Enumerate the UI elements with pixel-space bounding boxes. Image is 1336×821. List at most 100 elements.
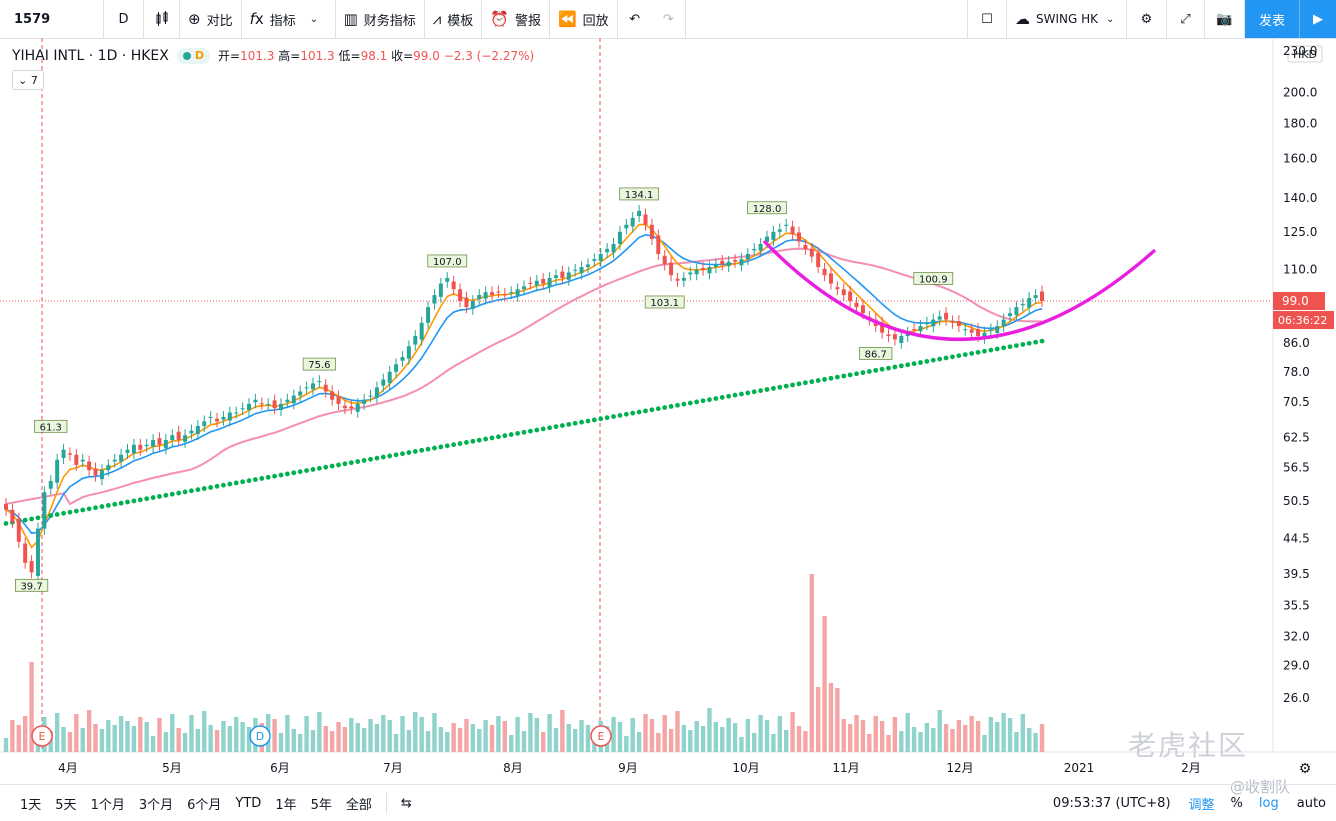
ma-long-dot xyxy=(355,459,361,464)
templates-button[interactable]: ⩘ 模板 xyxy=(425,0,483,38)
layout-menu[interactable]: ☁ SWING HK ⌄ xyxy=(1007,0,1127,38)
volume-bar xyxy=(86,710,92,752)
redo-icon[interactable]: ↷ xyxy=(652,0,686,38)
volume-bar xyxy=(189,715,194,752)
ma-long-dot xyxy=(918,360,923,365)
range-3m[interactable]: 3个月 xyxy=(138,797,174,813)
camera-icon[interactable]: 📷 xyxy=(1205,0,1245,38)
y-tick-label: 180.0 xyxy=(1283,117,1317,131)
candle-body xyxy=(522,286,526,290)
price-annotation-label: 107.0 xyxy=(433,257,462,268)
candlestick-icon[interactable] xyxy=(144,0,180,38)
percent-toggle[interactable]: % xyxy=(1230,795,1243,811)
volume-bar xyxy=(361,728,367,752)
compare-button[interactable]: ⊕ 对比 xyxy=(180,0,242,38)
candle-body xyxy=(931,319,936,327)
date-range-icon[interactable]: ⇆ xyxy=(400,795,412,811)
range-1d[interactable]: 1天 xyxy=(20,797,42,813)
range-1y[interactable]: 1年 xyxy=(275,797,297,813)
indicator-collapse-button[interactable]: ⌄ 7 xyxy=(12,70,44,90)
ma-long-dot xyxy=(879,366,885,372)
event-marker xyxy=(31,725,53,747)
ma-long-dot xyxy=(617,413,623,418)
volume-bar xyxy=(317,712,322,752)
volume-bar xyxy=(815,687,821,752)
clock-time[interactable]: 09:53:37 (UTC+8) xyxy=(1052,795,1171,811)
ma-long-dot xyxy=(521,429,527,435)
volume-bar xyxy=(515,717,520,752)
candle-body xyxy=(713,264,718,268)
volume-bar xyxy=(16,725,21,752)
volume-bar xyxy=(22,716,28,752)
candle-body xyxy=(4,503,8,510)
volume-bar xyxy=(240,722,245,752)
adjust-toggle[interactable]: 调整 xyxy=(1188,797,1215,813)
ma-long-dot xyxy=(636,409,642,415)
candle-body xyxy=(42,492,47,529)
volume-bar xyxy=(208,725,213,752)
fullscreen-square-icon[interactable]: ☐ xyxy=(966,0,1007,38)
volume-bar xyxy=(112,725,117,752)
volume-bar xyxy=(975,721,981,752)
range-ytd[interactable]: YTD xyxy=(235,795,262,811)
candle-body xyxy=(937,316,942,320)
volume-bar xyxy=(336,722,341,752)
range-6m[interactable]: 6个月 xyxy=(187,797,222,813)
ma-long-dot xyxy=(22,517,28,523)
gear-icon[interactable]: ⚙ xyxy=(1127,0,1167,38)
volume-bar xyxy=(988,717,994,752)
volume-bar xyxy=(93,724,98,752)
ma-long-dot xyxy=(841,373,847,379)
volume-bar xyxy=(521,731,527,752)
log-toggle[interactable]: log xyxy=(1258,795,1279,811)
volume-bar xyxy=(329,731,335,752)
volume-bar xyxy=(374,724,380,752)
volume-bar xyxy=(675,711,680,752)
y-tick-label: 39.5 xyxy=(1283,567,1310,581)
volume-bar xyxy=(854,715,859,752)
close-value: 99.0 xyxy=(413,49,440,63)
change-value: −2.3 (−2.27%) xyxy=(443,49,535,63)
alert-button[interactable]: ⏰ 警报 xyxy=(482,0,550,38)
volume-bar xyxy=(496,716,501,752)
volume-bar xyxy=(899,731,904,752)
ma-long-dot xyxy=(464,440,469,445)
volume-bar xyxy=(777,716,783,752)
range-5y[interactable]: 5年 xyxy=(310,797,332,813)
volume-bar xyxy=(227,726,233,752)
volume-bar xyxy=(451,723,456,752)
publish-button[interactable]: 发表 xyxy=(1244,0,1299,38)
candle-body xyxy=(918,326,923,332)
candle-body xyxy=(240,408,245,410)
range-all[interactable]: 全部 xyxy=(345,797,372,813)
alert-label: 警报 xyxy=(514,13,541,29)
candle-body xyxy=(477,295,482,300)
candle-body xyxy=(330,391,335,400)
range-1m[interactable]: 1个月 xyxy=(90,797,125,813)
indicators-button[interactable]: fx 指标 ⌄ xyxy=(242,0,336,38)
candle-body xyxy=(669,262,674,276)
ma-long-dot xyxy=(508,432,514,437)
volume-bar xyxy=(540,732,546,752)
ma-long-dot xyxy=(112,501,118,507)
ma-long-dot xyxy=(604,415,610,421)
replay-button[interactable]: ⏪ 回放 xyxy=(550,0,618,38)
ma-long-dot xyxy=(432,445,437,451)
range-5d[interactable]: 5天 xyxy=(55,797,77,813)
undo-icon[interactable]: ↶ xyxy=(629,11,641,27)
candle-body xyxy=(394,364,399,372)
x-tick-label: 7月 xyxy=(383,761,403,775)
interval-button[interactable]: D xyxy=(104,0,144,38)
ma-long-dot xyxy=(930,357,936,363)
ma-long-dot xyxy=(131,498,137,504)
candle-body xyxy=(413,335,418,345)
play-icon[interactable]: ▶ xyxy=(1299,0,1336,38)
symbol-search[interactable]: 1579 xyxy=(0,0,104,38)
candle-body xyxy=(924,322,929,325)
ma-long-dot xyxy=(540,426,546,432)
ma-long-dot xyxy=(329,463,335,469)
expand-icon[interactable]: ⤢ xyxy=(1167,0,1205,38)
financials-button[interactable]: ▥ 财务指标 xyxy=(336,0,425,38)
auto-toggle[interactable]: auto xyxy=(1296,795,1326,811)
